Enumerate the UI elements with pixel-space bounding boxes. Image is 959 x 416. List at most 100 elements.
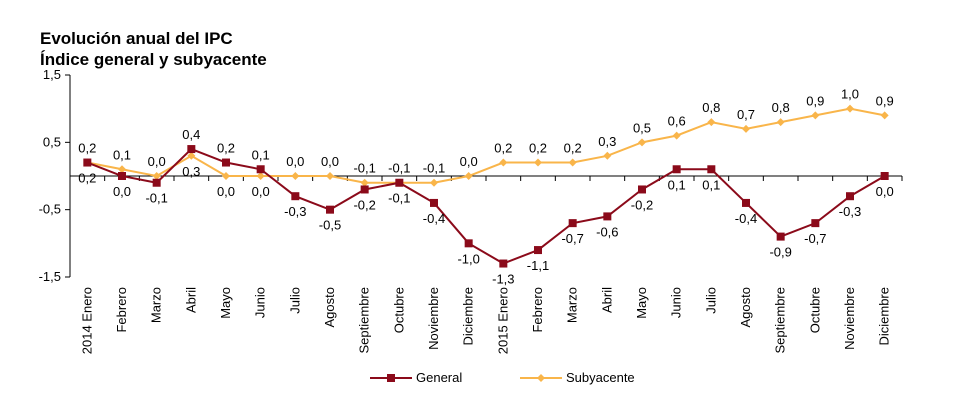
general-data-label: -0,3 [284, 204, 306, 219]
subyacente-data-label: 0,0 [286, 154, 304, 169]
y-tick-label: 1,5 [43, 67, 61, 82]
subyacente-data-label: 0,0 [460, 154, 478, 169]
subyacente-data-label: 0,6 [668, 114, 686, 129]
category-label: Septiembre [357, 287, 372, 353]
general-data-label: -0,2 [631, 197, 653, 212]
legend: General Subyacente [370, 370, 635, 385]
general-data-label: -0,9 [769, 245, 791, 260]
subyacente-data-label: 0,1 [113, 147, 131, 162]
category-label: Febrero [530, 287, 545, 333]
general-point [672, 165, 681, 174]
category-label: Junio [669, 287, 684, 318]
subyacente-data-label: 0,2 [564, 141, 582, 156]
subyacente-data-label: 0,8 [772, 100, 790, 115]
general-point [499, 259, 508, 268]
category-label: Febrero [114, 287, 129, 333]
data-labels: 0,2 0,2 0,0 0,1 -0,1 0,0 0,4 0,3 0,2 0,0 0,1 0,0 -0,… [78, 87, 893, 287]
general-point [846, 192, 854, 201]
legend-marker-subyacente [537, 374, 545, 382]
general-point [152, 178, 161, 187]
general-point [464, 239, 473, 248]
subyacente-point [430, 178, 438, 187]
category-label: Diciembre [461, 287, 476, 346]
axes: 1,5 0,5 -0,5 -1,5 [39, 67, 903, 284]
general-data-label: -0,4 [735, 211, 757, 226]
subyacente-point [499, 158, 508, 167]
subyacente-line [87, 107, 885, 184]
category-label: Diciembre [877, 287, 892, 346]
subyacente-point [603, 151, 612, 160]
chart-title: Evolución anual del IPC [40, 29, 233, 48]
general-data-label: -0,7 [561, 231, 583, 246]
subyacente-data-label: 0,5 [633, 120, 651, 135]
subyacente-point [152, 172, 161, 180]
general-point [256, 165, 265, 174]
y-tick-label: -0,5 [39, 202, 61, 217]
category-label: Julio [703, 287, 718, 314]
subyacente-data-label: 0,0 [252, 184, 270, 199]
general-data-label: 0,1 [252, 147, 270, 162]
general-point [187, 145, 196, 154]
subyacente-point [187, 151, 196, 160]
general-data-label: -0,1 [388, 191, 410, 206]
subyacente-data-label: 0,9 [806, 93, 824, 108]
general-point [534, 246, 542, 255]
legend-marker-general [387, 374, 395, 382]
subyacente-point [534, 158, 542, 167]
category-label: 2015 Enero [495, 287, 510, 354]
category-label: Abril [183, 287, 198, 313]
general-data-label: -1,0 [457, 251, 479, 266]
general-data-label: 0,2 [78, 171, 96, 186]
category-label: Noviembre [842, 287, 857, 350]
category-label: Octubre [807, 287, 822, 333]
general-point [395, 178, 404, 187]
general-point [638, 185, 646, 194]
category-label: Noviembre [426, 287, 441, 350]
general-point [742, 198, 750, 207]
subyacente-data-label: 1,0 [841, 87, 859, 102]
subyacente-point [707, 118, 716, 127]
general-point [360, 185, 369, 194]
chart-title-block: Evolución anual del IPC Índice general y… [40, 28, 267, 70]
subyacente-data-label: -0,1 [388, 161, 410, 176]
legend-label-general: General [416, 370, 462, 385]
subyacente-point [568, 158, 577, 167]
general-point [326, 205, 334, 214]
category-label: Marzo [149, 287, 164, 323]
subyacente-point [846, 104, 854, 113]
subyacente-point [360, 178, 369, 187]
subyacente-point [464, 172, 473, 180]
subyacente-point [811, 111, 820, 120]
chart-subtitle: Índice general y subyacente [40, 50, 267, 69]
general-point [880, 172, 889, 180]
general-data-label: -1,3 [492, 272, 514, 287]
category-label: Mayo [218, 287, 233, 319]
general-point [603, 212, 612, 221]
general-data-label: 0,1 [668, 177, 686, 192]
general-point [776, 232, 785, 241]
subyacente-point [880, 111, 889, 120]
general-point [118, 172, 126, 180]
subyacente-point [776, 118, 785, 127]
general-data-label: -1,1 [527, 258, 549, 273]
general-data-label: -0,1 [145, 191, 167, 206]
subyacente-data-label: 0,2 [78, 141, 96, 156]
subyacente-point [326, 172, 334, 180]
subyacente-data-label: 0,2 [529, 141, 547, 156]
general-point [291, 192, 300, 201]
y-tick-label: 0,5 [43, 134, 61, 149]
category-label: Marzo [565, 287, 580, 323]
subyacente-point [742, 124, 750, 133]
general-point [430, 198, 438, 207]
category-label: Octubre [391, 287, 406, 333]
subyacente-data-label: 0,0 [321, 154, 339, 169]
category-label: Abril [599, 287, 614, 313]
general-point [83, 158, 92, 167]
category-label: Septiembre [773, 287, 788, 353]
general-data-label: -0,2 [353, 197, 375, 212]
subyacente-data-label: 0,0 [217, 184, 235, 199]
general-data-label: -0,5 [319, 218, 341, 233]
general-point [707, 165, 716, 174]
subyacente-point [118, 165, 126, 174]
